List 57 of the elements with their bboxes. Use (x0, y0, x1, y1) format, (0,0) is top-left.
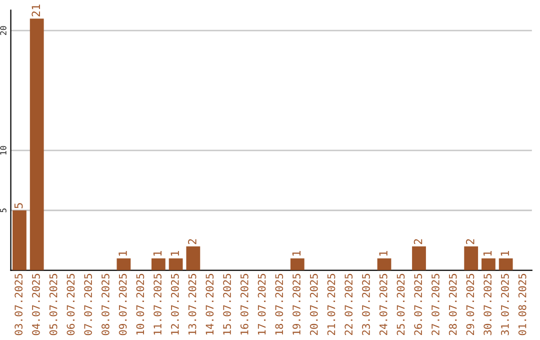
x-tick-label: 09.07.2025 (118, 274, 127, 336)
bar (116, 258, 131, 270)
bar (377, 258, 392, 270)
data-label: 21 (32, 4, 40, 16)
data-label: 1 (118, 250, 127, 256)
bar (151, 258, 166, 270)
x-tick-label: 25.07.2025 (396, 274, 405, 336)
x-tick-label: 24.07.2025 (379, 274, 388, 336)
x-tick-label: 05.07.2025 (49, 274, 58, 336)
data-label: 2 (414, 239, 422, 244)
x-tick-label: 18.07.2025 (275, 274, 284, 335)
x-tick-label: 20.07.2025 (310, 274, 318, 336)
x-tick-label: 28.07.2025 (448, 274, 457, 336)
x-tick-label: 04.07.2025 (32, 274, 40, 336)
x-tick-label: 10.07.2025 (136, 274, 144, 335)
data-label: 1 (483, 250, 492, 256)
bar (168, 258, 183, 270)
x-tick-label: 01.08.2025 (518, 274, 526, 336)
bar (186, 246, 200, 270)
data-label: 1 (500, 250, 509, 256)
bar (412, 246, 426, 270)
y-tick-label: 20 (0, 26, 6, 35)
data-label: 1 (170, 250, 179, 256)
bar (30, 18, 44, 270)
bar (498, 258, 513, 270)
x-tick-label: 13.07.2025 (188, 274, 196, 335)
x-tick-label: 21.07.2025 (327, 274, 336, 336)
data-label: 1 (153, 250, 162, 256)
x-tick-label: 29.07.2025 (466, 274, 474, 336)
x-tick-label: 23.07.2025 (362, 274, 370, 336)
data-label: 1 (379, 250, 388, 256)
bar (482, 258, 496, 270)
x-tick-label: 08.07.2025 (102, 274, 110, 336)
x-tick-label: 03.07.2025 (14, 274, 23, 336)
x-tick-label: 16.07.2025 (240, 274, 248, 335)
x-tick-label: 17.07.2025 (258, 274, 266, 335)
bar (290, 258, 304, 270)
x-tick-label: 30.07.2025 (484, 274, 492, 336)
x-tick-label: 15.07.2025 (223, 274, 231, 335)
x-tick-label: 31.07.2025 (501, 274, 509, 336)
x-tick-label: 14.07.2025 (206, 274, 214, 335)
y-tick-label: 5 (0, 208, 6, 212)
data-label: 1 (292, 250, 300, 256)
x-tick-label: 06.07.2025 (66, 274, 75, 336)
data-label: 2 (466, 239, 474, 244)
data-label: 2 (188, 239, 196, 244)
bar (464, 246, 478, 270)
x-tick-label: 11.07.2025 (154, 274, 162, 335)
x-tick-label: 27.07.2025 (432, 274, 440, 336)
x-tick-label: 19.07.2025 (292, 274, 300, 335)
data-label: 5 (14, 203, 23, 208)
bar (12, 210, 26, 270)
x-tick-label: 12.07.2025 (170, 274, 179, 335)
y-tick-label: 10 (0, 146, 6, 154)
x-tick-label: 26.07.2025 (414, 274, 422, 336)
x-tick-label: 07.07.2025 (84, 274, 92, 336)
x-tick-label: 22.07.2025 (344, 274, 353, 336)
